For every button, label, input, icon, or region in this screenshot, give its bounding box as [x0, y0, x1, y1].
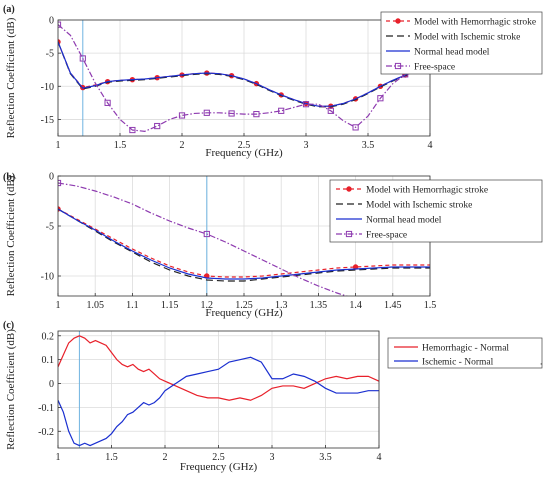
x-tick-label: 1.35 [310, 300, 328, 311]
y-tick-label: -10 [41, 82, 54, 93]
x-tick-label: 1.3 [275, 300, 288, 311]
series-line-4 [58, 182, 349, 296]
x-tick-label: 1 [56, 452, 61, 463]
legend-entry: Normal head model [366, 215, 442, 225]
series-line-4 [58, 24, 430, 132]
series-line-2 [58, 208, 430, 282]
series-line-1 [58, 335, 379, 401]
legend: Hemorrhagic - Normal Ischemic - Normal. [387, 337, 543, 369]
y-tick-label: 0 [49, 172, 54, 183]
series-group [58, 179, 430, 296]
legend-entry: Normal head model [414, 47, 490, 57]
legend-entry: Model with Hemorrhagic stroke [414, 17, 536, 27]
data-point [377, 95, 384, 102]
y-tick-label: 0 [49, 379, 54, 390]
x-tick-label: 1.25 [235, 300, 253, 311]
series-line-2 [58, 41, 430, 108]
data-point [203, 109, 210, 116]
chart-panel-2: 1 1.05 1.1 1.15 1.2 1.25 1.3 1.35 1.4 1.45 1.5 0 -5 -… [3, 172, 543, 319]
legend-entry: Free-space [414, 62, 455, 72]
legend-box [387, 337, 543, 369]
x-tick-label: 1.5 [114, 140, 127, 151]
legend-marker [346, 186, 352, 192]
data-point [154, 122, 161, 130]
panel-label: (a) [3, 4, 15, 15]
x-tick-label: 2 [163, 452, 168, 463]
x-tick-label: 1.05 [86, 300, 104, 311]
legend-extra: . [540, 357, 542, 367]
y-axis-label: Reflection Coefficient (dB) [5, 175, 17, 296]
legend-marker [395, 18, 401, 24]
legend-entry: Model with Hemorrhagic stroke [366, 185, 488, 195]
chart-panel-3: 1 1.5 2 2.5 3 3.5 4 0.2 0.1 0 -0.1 -0.2 Frequency (G… [3, 320, 542, 473]
y-tick-label: 0.1 [42, 355, 55, 366]
series-line-2 [58, 356, 379, 447]
y-tick-label: -5 [46, 222, 54, 233]
legend-entry: Model with Ischemic stroke [414, 32, 520, 42]
panel-label: (c) [3, 320, 14, 331]
y-tick-label: -15 [41, 115, 54, 126]
x-tick-label: 2.5 [212, 452, 225, 463]
x-tick-label: 1.4 [349, 300, 362, 311]
y-tick-label: 0.2 [42, 331, 55, 342]
x-tick-label: 3 [270, 452, 275, 463]
legend: Model with Hemorrhagic stroke Model with … [380, 11, 543, 75]
x-tick-label: 1.2 [201, 300, 214, 311]
x-tick-label: 1.15 [161, 300, 179, 311]
data-point [278, 107, 285, 114]
legend-box [329, 179, 543, 243]
legend-entry: Free-space [366, 230, 407, 240]
x-tick-label: 4 [377, 452, 382, 463]
y-axis-label: Reflection Coefficient (dB) [5, 17, 17, 138]
x-tick-label: 2.5 [238, 140, 251, 151]
x-tick-label: 1.5 [105, 452, 118, 463]
y-axis-label: Reflection Coefficient (dB) [5, 329, 17, 450]
data-point [129, 126, 136, 134]
legend-box [380, 11, 543, 75]
x-axis-label: Frequency (GHz) [205, 307, 283, 319]
y-tick-label: 0 [49, 16, 54, 27]
x-tick-label: 1.45 [384, 300, 402, 311]
data-point [203, 230, 210, 238]
y-tick-label: -10 [41, 272, 54, 283]
y-tick-label: -5 [46, 49, 54, 60]
x-tick-label: 3 [304, 140, 309, 151]
chart-panel-1: 1 1.5 2 2.5 3 3.5 4 0 -5 -10 -15 Frequency (GHz) Ref… [3, 4, 543, 159]
x-tick-label: 2 [180, 140, 185, 151]
x-tick-label: 1.1 [126, 300, 139, 311]
x-tick-label: 1 [56, 300, 61, 311]
data-point [104, 99, 111, 106]
series-line-3 [58, 41, 430, 107]
series-line-1 [58, 208, 430, 278]
legend-marker [394, 62, 402, 70]
data-point [327, 107, 334, 114]
legend-entry: Model with Ischemic stroke [366, 200, 472, 210]
legend-entry: Hemorrhagic - Normal [422, 343, 509, 353]
series-line-3 [58, 208, 430, 280]
data-point [228, 110, 235, 117]
legend-entry: Ischemic - Normal [422, 357, 494, 367]
data-point [302, 101, 310, 108]
y-tick-label: -0.1 [38, 403, 54, 414]
x-tick-label: 1.5 [424, 300, 437, 311]
legend: Model with Hemorrhagic stroke Model with … [329, 179, 543, 243]
panel-label: (b) [3, 172, 15, 183]
data-point [178, 112, 186, 119]
x-tick-label: 1 [56, 140, 61, 151]
x-tick-label: 4 [428, 140, 433, 151]
data-point [352, 124, 359, 131]
x-tick-label: 3.5 [319, 452, 332, 463]
data-point [79, 55, 86, 62]
y-tick-label: -0.2 [38, 427, 54, 438]
legend-marker [345, 230, 353, 238]
x-axis-label: Frequency (GHz) [205, 147, 283, 159]
x-tick-label: 3.5 [362, 140, 375, 151]
x-axis-label: Frequency (GHz) [180, 461, 258, 473]
series-group [58, 335, 379, 447]
data-point [253, 111, 260, 118]
